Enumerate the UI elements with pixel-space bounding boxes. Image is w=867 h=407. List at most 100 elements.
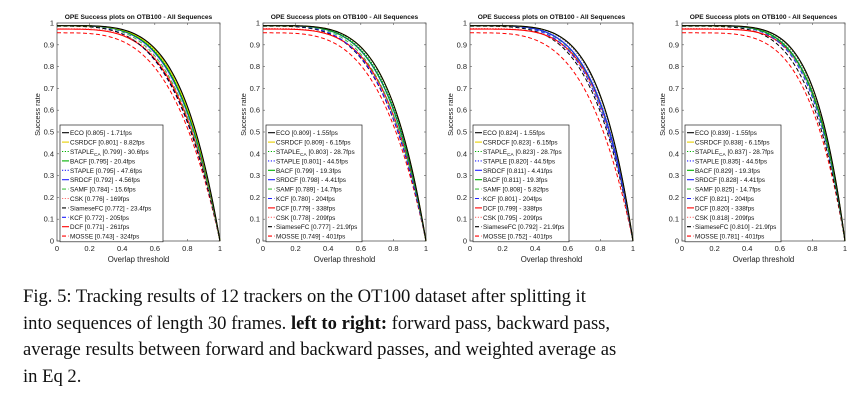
- caption-line-2: into sequences of length 30 frames. left…: [23, 311, 863, 338]
- y-tick-label: 0.3: [457, 171, 467, 180]
- x-axis-label: Overlap threshold: [521, 255, 583, 264]
- x-tick-label: 0.6: [150, 244, 160, 253]
- y-tick-label: 0.1: [457, 215, 467, 224]
- legend-entry: STAPLECA [0.823] - 28.7fps: [483, 149, 562, 158]
- y-tick-label: 0.4: [250, 149, 260, 158]
- y-tick-label: 0.3: [44, 171, 54, 180]
- legend-entry: STAPLECA [0.837] - 28.7fps: [695, 149, 774, 158]
- legend-entry: BACF [0.795] - 20.4fps: [70, 158, 135, 165]
- y-axis-label: Success rate: [446, 93, 455, 136]
- series-line-eco: [263, 25, 427, 242]
- legend-entry: STAPLE [0.820] - 44.5fps: [483, 158, 555, 165]
- chart-title: OPE Success plots on OTB100 - All Sequen…: [690, 14, 838, 21]
- legend-entry: SAMF [0.784] - 15.6fps: [70, 187, 136, 194]
- x-tick-label: 0.8: [388, 244, 398, 253]
- y-tick-label: 0.4: [457, 149, 467, 158]
- legend-entry: STAPLE [0.801] - 44.5fps: [276, 158, 348, 165]
- legend-entry: MOSSE [0.752] - 401fps: [483, 234, 552, 241]
- legend-entry: SAMF [0.808] - 5.82fps: [483, 187, 549, 194]
- y-tick-label: 0.4: [44, 149, 54, 158]
- x-tick-label: 1: [631, 244, 635, 253]
- caption-text: into sequences of length 30 frames.: [23, 312, 291, 334]
- legend: ECO [0.805] - 1.71fps CSRDCF [0.801] - 8.…: [59, 124, 164, 243]
- caption-line-1: Fig. 5: Tracking results of 12 trackers …: [23, 286, 586, 307]
- legend-box: [59, 124, 164, 243]
- legend-entry: SiameseFC [0.772] - 23.4fps: [70, 205, 151, 212]
- y-tick-label: 0.8: [250, 62, 260, 71]
- legend-entry: SRDCF [0.828] - 4.41fps: [695, 177, 765, 184]
- y-tick-label: 1: [256, 19, 260, 28]
- y-tick-label: 0.6: [669, 106, 679, 115]
- legend-entry: BACF [0.799] - 19.3fps: [276, 168, 341, 175]
- y-tick-label: 0.4: [669, 149, 679, 158]
- y-tick-label: 0.7: [669, 84, 679, 93]
- series-line-mosse: [57, 32, 221, 242]
- legend-entry: SiameseFC [0.792] - 21.9fps: [483, 224, 564, 231]
- y-tick-label: 0.6: [44, 106, 54, 115]
- x-tick-label: 0: [261, 244, 265, 253]
- series-line-staple_ca: [263, 25, 427, 242]
- legend-entry: KCF [0.801] - 204fps: [483, 196, 542, 203]
- x-tick-label: 1: [218, 244, 222, 253]
- series-line-siamesefc: [682, 25, 846, 242]
- series-line-mosse: [682, 32, 846, 242]
- x-tick-label: 0.8: [595, 244, 605, 253]
- legend-entry: DCF [0.799] - 338fps: [483, 205, 542, 212]
- legend-entry: STAPLE [0.795] - 47.6fps: [70, 168, 142, 175]
- legend-entry: KCF [0.772] - 205fps: [70, 215, 129, 222]
- chart-panel-2: 0 0.2 0.4 0.6 0.8 1 0 0.1 0.2 0.3 0.4 0.5 0.6 0.7 0.8 0…: [239, 14, 428, 264]
- legend-box: [472, 124, 570, 243]
- y-tick-label: 0.5: [669, 128, 679, 137]
- x-tick-label: 0.6: [356, 244, 366, 253]
- x-tick-label: 0.4: [530, 244, 540, 253]
- y-tick-label: 0: [50, 237, 54, 246]
- y-tick-label: 0.7: [457, 84, 467, 93]
- legend-entry: SAMF [0.789] - 14.7fps: [276, 187, 342, 194]
- legend-entry: CSK [0.795] - 209fps: [483, 215, 542, 222]
- x-axis-label: Overlap threshold: [108, 255, 170, 264]
- legend: ECO [0.824] - 1.55fps CSRDCF [0.823] - 6.…: [472, 124, 570, 243]
- chart-panel-1: 0 0.2 0.4 0.6 0.8 1 0 0.1 0.2 0.3 0.4 0.5 0.6 0.7 0.8 0…: [33, 14, 222, 264]
- x-tick-label: 0.2: [497, 244, 507, 253]
- y-tick-label: 0.9: [250, 40, 260, 49]
- x-tick-label: 0.2: [709, 244, 719, 253]
- y-tick-label: 0.6: [250, 106, 260, 115]
- y-tick-label: 0.3: [669, 171, 679, 180]
- legend-entry: BACF [0.811] - 19.3fps: [483, 177, 548, 184]
- y-tick-label: 0: [463, 237, 467, 246]
- y-tick-label: 0.9: [457, 40, 467, 49]
- legend: ECO [0.839] - 1.55fps CSRDCF [0.838] - 6.…: [684, 124, 782, 243]
- legend-entry: SRDCF [0.811] - 4.41fps: [483, 168, 553, 175]
- y-tick-label: 1: [463, 19, 467, 28]
- legend-entry: STAPLE [0.835] - 44.5fps: [695, 158, 767, 165]
- y-tick-label: 0.9: [669, 40, 679, 49]
- x-tick-label: 0.8: [807, 244, 817, 253]
- y-tick-label: 0.9: [44, 40, 54, 49]
- caption-text: forward pass, backward pass,: [387, 312, 611, 334]
- y-tick-label: 1: [675, 19, 679, 28]
- chart-panel-4: 0 0.2 0.4 0.6 0.8 1 0 0.1 0.2 0.3 0.4 0.5 0.6 0.7 0.8 0…: [658, 14, 847, 264]
- x-tick-label: 0.4: [117, 244, 127, 253]
- legend-entry: CSRDCF [0.801] - 8.82fps: [70, 140, 145, 147]
- series-line-eco: [57, 25, 221, 242]
- chart-panel-3: 0 0.2 0.4 0.6 0.8 1 0 0.1 0.2 0.3 0.4 0.5 0.6 0.7 0.8 0…: [446, 14, 635, 264]
- y-axis-label: Success rate: [33, 93, 42, 136]
- y-tick-label: 0.2: [250, 193, 260, 202]
- series-line-siamesefc: [57, 25, 221, 242]
- legend-entry: SiameseFC [0.810] - 21.9fps: [695, 224, 776, 231]
- legend-entry: MOSSE [0.743] - 324fps: [70, 234, 139, 241]
- x-tick-label: 1: [424, 244, 428, 253]
- y-tick-label: 0.8: [44, 62, 54, 71]
- y-tick-label: 0.8: [457, 62, 467, 71]
- x-tick-label: 0.4: [323, 244, 333, 253]
- legend-entry: BACF [0.829] - 19.3fps: [695, 168, 760, 175]
- y-tick-label: 0.3: [250, 171, 260, 180]
- x-axis-label: Overlap threshold: [733, 255, 795, 264]
- caption-bold-text: left to right:: [290, 312, 388, 334]
- y-tick-label: 0: [256, 237, 260, 246]
- legend-entry: CSK [0.776] - 169fps: [70, 196, 129, 203]
- legend-entry: DCF [0.779] - 338fps: [276, 205, 335, 212]
- y-tick-label: 0.1: [669, 215, 679, 224]
- legend-entry: KCF [0.780] - 204fps: [276, 196, 335, 203]
- x-tick-label: 0.6: [775, 244, 785, 253]
